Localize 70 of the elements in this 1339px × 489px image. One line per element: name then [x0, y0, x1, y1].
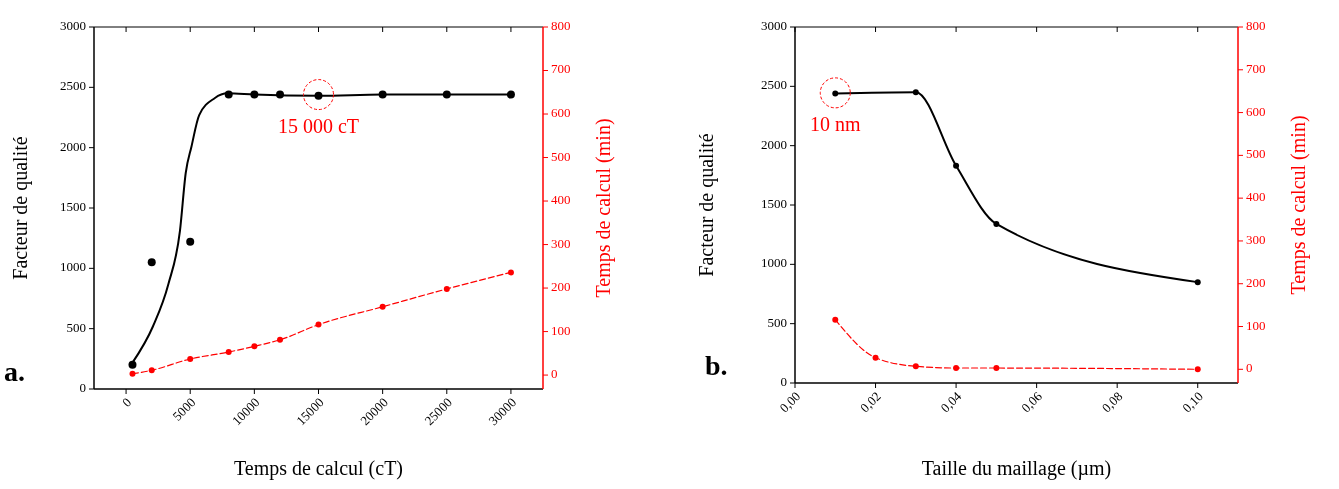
y-tick-label: 500	[767, 314, 787, 330]
x-tick-label: 0,04	[937, 388, 965, 416]
point	[147, 258, 156, 267]
y2-tick-label: 700	[1246, 60, 1266, 76]
annotation: 15 000 cT	[277, 114, 360, 137]
y2-axis-title: Temps de calcul (min)	[591, 118, 615, 298]
y-tick-label: 1500	[761, 195, 787, 211]
y-tick-label: 500	[66, 319, 86, 335]
point	[1194, 279, 1201, 286]
y-tick-label: 1000	[60, 259, 86, 275]
x-axis-title: Temps de calcul (cT)	[233, 457, 404, 480]
y-tick-label: 2500	[761, 77, 787, 93]
y-tick-label: 2000	[60, 138, 86, 154]
y2-tick-label: 100	[551, 322, 571, 338]
point	[148, 367, 155, 374]
x-tick-label: 0,00	[776, 388, 804, 416]
x-tick-label: 0,02	[857, 388, 884, 416]
y2-tick-label: 500	[1246, 146, 1266, 162]
point	[277, 336, 284, 343]
annotation: 10 nm	[809, 112, 861, 135]
y2-tick-label: 500	[551, 148, 571, 164]
y2-tick-label: 200	[551, 279, 571, 295]
y2-tick-label: 700	[551, 61, 571, 77]
point	[872, 354, 879, 361]
y2-tick-label: 0	[1246, 360, 1253, 376]
y-tick-label: 1500	[60, 198, 86, 214]
x-tick-label: 0,08	[1098, 388, 1126, 416]
point	[953, 162, 960, 169]
x-tick-label: 0,06	[1018, 388, 1046, 416]
text: a.	[4, 356, 25, 387]
y-tick-label: 0	[780, 373, 787, 389]
point	[315, 321, 322, 328]
y2-axis-title: Temps de calcul (min)	[1286, 115, 1310, 295]
y2-tick-label: 200	[1246, 274, 1266, 290]
point	[912, 89, 919, 96]
text: b.	[705, 350, 728, 381]
point	[832, 316, 839, 323]
point	[1194, 366, 1201, 373]
point	[912, 363, 919, 370]
point	[379, 303, 386, 310]
y2-tick-label: 100	[1246, 317, 1266, 333]
y2-tick-label: 300	[1246, 231, 1266, 247]
y-tick-label: 3000	[60, 17, 86, 33]
point	[186, 237, 195, 246]
point	[507, 269, 514, 276]
y-tick-label: 3000	[761, 17, 787, 33]
point	[443, 285, 450, 292]
x-tick-label: 0	[119, 394, 135, 410]
y2-tick-label: 600	[1246, 103, 1266, 119]
y2-tick-label: 400	[1246, 189, 1266, 205]
y2-tick-label: 400	[551, 192, 571, 208]
point	[129, 370, 136, 377]
point	[993, 365, 1000, 372]
y2-tick-label: 800	[551, 17, 571, 33]
point	[953, 365, 960, 372]
y-tick-label: 2500	[60, 78, 86, 94]
y2-tick-label: 300	[551, 235, 571, 251]
y2-tick-label: 0	[551, 366, 558, 382]
point	[993, 220, 1000, 227]
y-tick-label: 2000	[761, 136, 787, 152]
y2-tick-label: 800	[1246, 17, 1266, 33]
x-tick-label: 0,10	[1179, 388, 1206, 416]
x-axis-title: Taille du maillage (µm)	[921, 457, 1112, 480]
y-axis-title: Facteur de qualité	[8, 136, 32, 280]
y2-tick-label: 600	[551, 105, 571, 120]
point	[187, 355, 194, 362]
point	[251, 343, 258, 350]
y-axis-title: Facteur de qualité	[694, 133, 718, 277]
y-tick-label: 1000	[761, 255, 787, 271]
point	[225, 349, 232, 356]
